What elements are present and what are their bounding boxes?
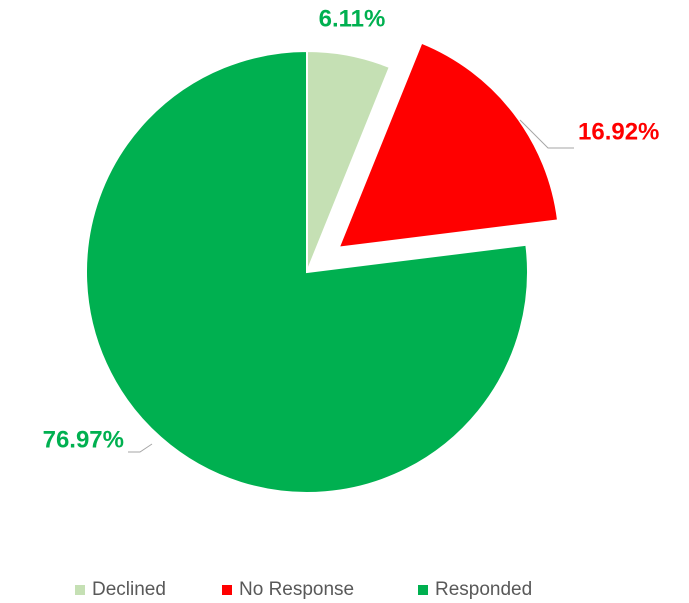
data-label: 6.11% xyxy=(319,5,386,32)
leader-line xyxy=(128,443,153,453)
pie-slice xyxy=(85,49,529,494)
legend-swatch xyxy=(418,585,428,595)
leader-line xyxy=(519,119,574,149)
pie-slice xyxy=(337,41,560,249)
legend-label: Responded xyxy=(435,579,532,600)
data-label: 16.92% xyxy=(578,118,659,145)
legend-label: No Response xyxy=(239,579,354,600)
legend-swatch xyxy=(75,585,85,595)
legend-label: Declined xyxy=(92,579,166,600)
legend-swatch xyxy=(222,585,232,595)
data-label: 76.97% xyxy=(43,426,124,453)
